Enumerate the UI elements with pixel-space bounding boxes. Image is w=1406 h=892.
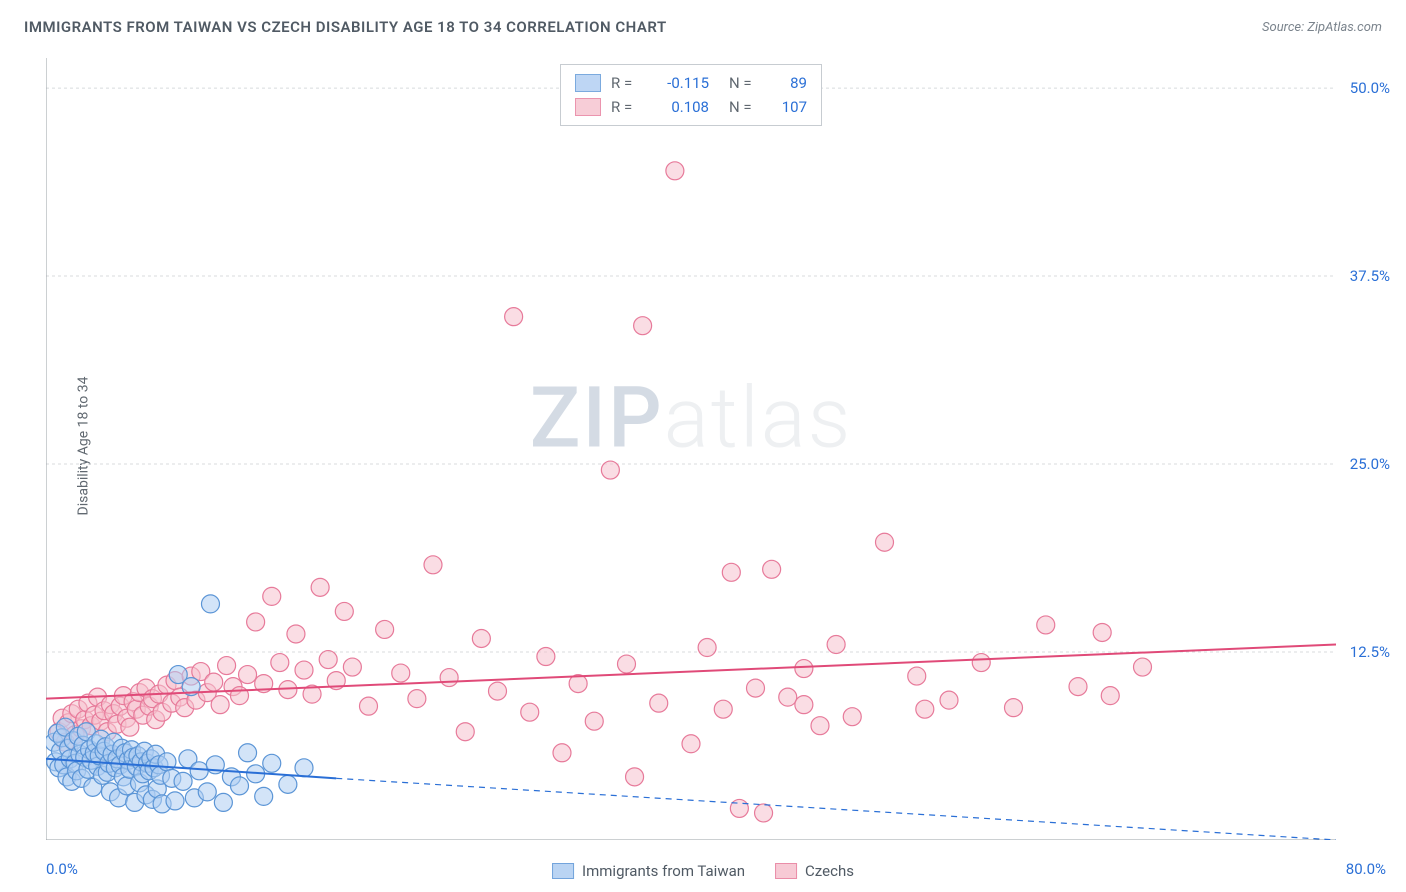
legend-item: Immigrants from Taiwan xyxy=(552,862,745,880)
scatter-plot-svg xyxy=(46,58,1336,840)
source-label: Source: ZipAtlas.com xyxy=(1262,20,1382,35)
legend-swatch xyxy=(552,863,574,879)
chart-title: IMMIGRANTS FROM TAIWAN VS CZECH DISABILI… xyxy=(24,18,667,36)
stats-legend-row: R = -0.115 N = 89 xyxy=(575,71,807,95)
legend-r-label: R = xyxy=(611,95,639,119)
legend-series-name: Czechs xyxy=(805,862,854,880)
series-legend: Immigrants from Taiwan Czechs xyxy=(552,862,854,880)
legend-swatch xyxy=(775,863,797,879)
legend-n-value: 107 xyxy=(767,95,807,119)
chart-area: ZIPatlas R =-0.115N =89R =0.108N =107 xyxy=(46,58,1336,840)
x-axis-min-label: 0.0% xyxy=(46,860,78,878)
legend-r-label: R = xyxy=(611,71,639,95)
legend-swatch xyxy=(575,98,601,116)
legend-series-name: Immigrants from Taiwan xyxy=(582,862,745,880)
legend-n-label: N = xyxy=(729,95,757,119)
stats-legend-box: R = -0.115 N = 89 R = 0.108 N = 107 xyxy=(560,64,822,126)
legend-item: Czechs xyxy=(775,862,854,880)
y-tick-label: 50.0% xyxy=(1350,79,1390,97)
x-axis-max-label: 80.0% xyxy=(1346,860,1386,878)
legend-n-value: 89 xyxy=(767,71,807,95)
y-tick-label: 37.5% xyxy=(1350,267,1390,285)
legend-r-value: 0.108 xyxy=(649,95,709,119)
y-tick-label: 12.5% xyxy=(1350,643,1390,661)
legend-n-label: N = xyxy=(729,71,757,95)
stats-legend-row: R = 0.108 N = 107 xyxy=(575,95,807,119)
legend-r-value: -0.115 xyxy=(649,71,709,95)
legend-swatch xyxy=(575,74,601,92)
y-tick-label: 25.0% xyxy=(1350,455,1390,473)
